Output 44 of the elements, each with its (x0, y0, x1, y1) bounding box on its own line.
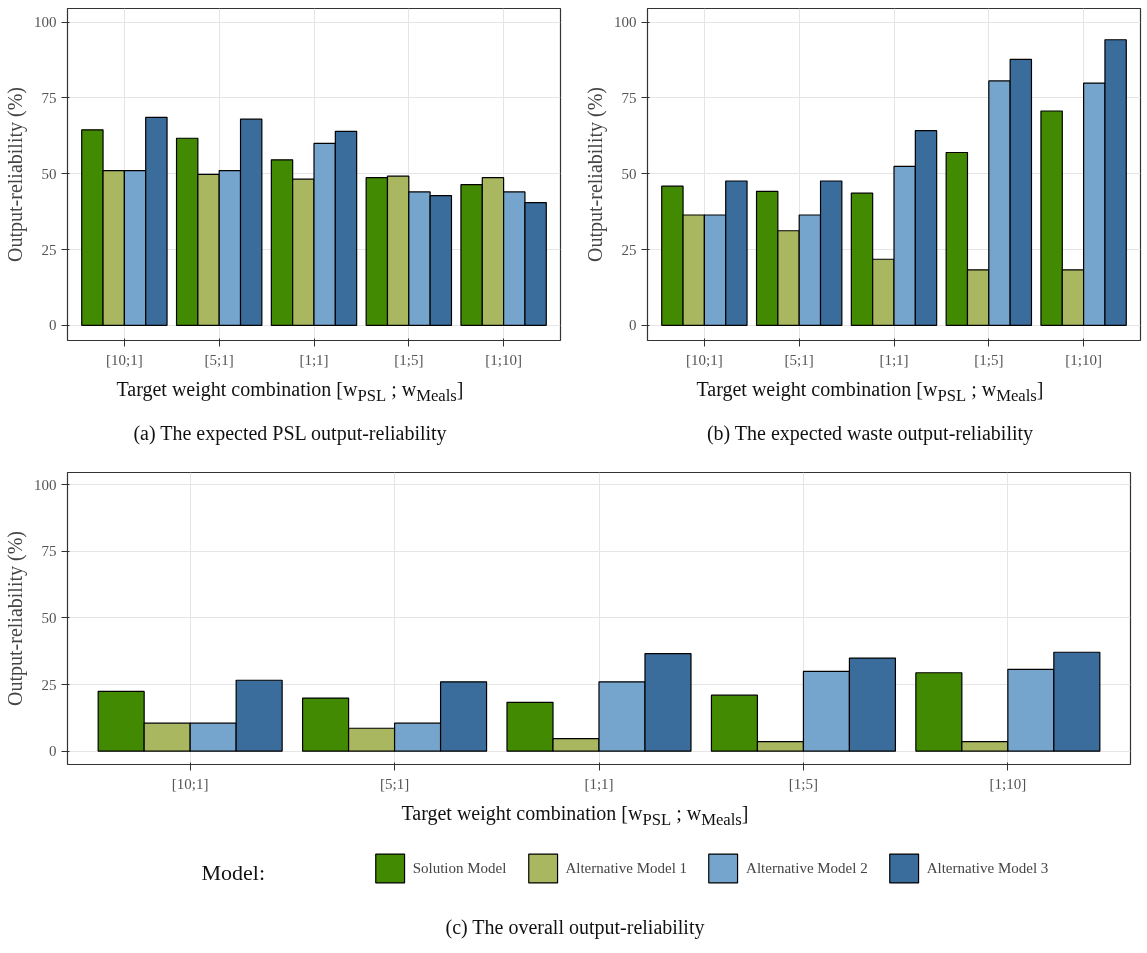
legend-label: Alternative Model 2 (746, 859, 868, 877)
x-tick-label: [1;1] (879, 351, 909, 368)
x-tick-label: [5;1] (380, 775, 410, 792)
y-tick-label: 75 (41, 89, 57, 106)
x-tick-label: [1;5] (974, 351, 1004, 368)
x-tick-label: [1;10] (1065, 351, 1102, 368)
y-axis-title: Output-reliability (%) (584, 87, 607, 262)
y-tick-label: 50 (621, 165, 637, 182)
legend-label: Alternative Model 1 (565, 859, 688, 877)
y-tick-label: 25 (621, 241, 637, 258)
y-tick-label: 100 (614, 14, 637, 31)
x-axis-title: Target weight combination [w$_{PSL}$ ; w$_{Meals}$] (401, 801, 749, 831)
x-tick-label: [1;5] (788, 775, 819, 792)
text: (c) The overall output-reliability (445, 915, 705, 941)
x-tick-label: [5;1] (204, 351, 234, 368)
x-tick-label: [10;1] (106, 351, 143, 368)
text: (a) The expected PSL output-reliability (133, 421, 447, 447)
y-axis-title: Output-reliability (%) (4, 531, 27, 706)
legend-title: Model: (201, 859, 265, 887)
y-tick-label: 100 (34, 476, 57, 493)
x-tick-label: [10;1] (686, 351, 723, 368)
y-tick-label: 75 (621, 89, 637, 106)
y-tick-label: 0 (629, 317, 637, 334)
y-tick-label: 0 (49, 743, 57, 760)
y-tick-label: 50 (41, 609, 57, 626)
text: (b) The expected waste output-reliability (706, 421, 1034, 447)
x-tick-label: [1;10] (485, 351, 522, 368)
x-tick-label: [1;1] (584, 775, 614, 792)
y-tick-label: 50 (41, 165, 57, 182)
x-tick-label: [1;10] (989, 775, 1027, 792)
y-tick-label: 100 (34, 14, 57, 31)
x-tick-label: [10;1] (171, 775, 209, 792)
y-axis-title: Output-reliability (%) (4, 87, 27, 262)
y-tick-label: 25 (41, 241, 57, 258)
y-tick-label: 25 (41, 676, 57, 693)
x-axis-title: Target weight combination [w$_{PSL}$ ; w$_{Meals}$] (116, 377, 464, 407)
x-tick-label: [1;5] (394, 351, 424, 368)
y-tick-label: 0 (49, 317, 57, 334)
legend-label: Alternative Model 3 (926, 859, 1049, 877)
x-axis-title: Target weight combination [w$_{PSL}$ ; w$_{Meals}$] (696, 377, 1044, 407)
x-tick-label: [1;1] (299, 351, 329, 368)
legend-label: Solution Model (412, 859, 507, 877)
x-tick-label: [5;1] (784, 351, 814, 368)
y-tick-label: 75 (41, 543, 57, 560)
